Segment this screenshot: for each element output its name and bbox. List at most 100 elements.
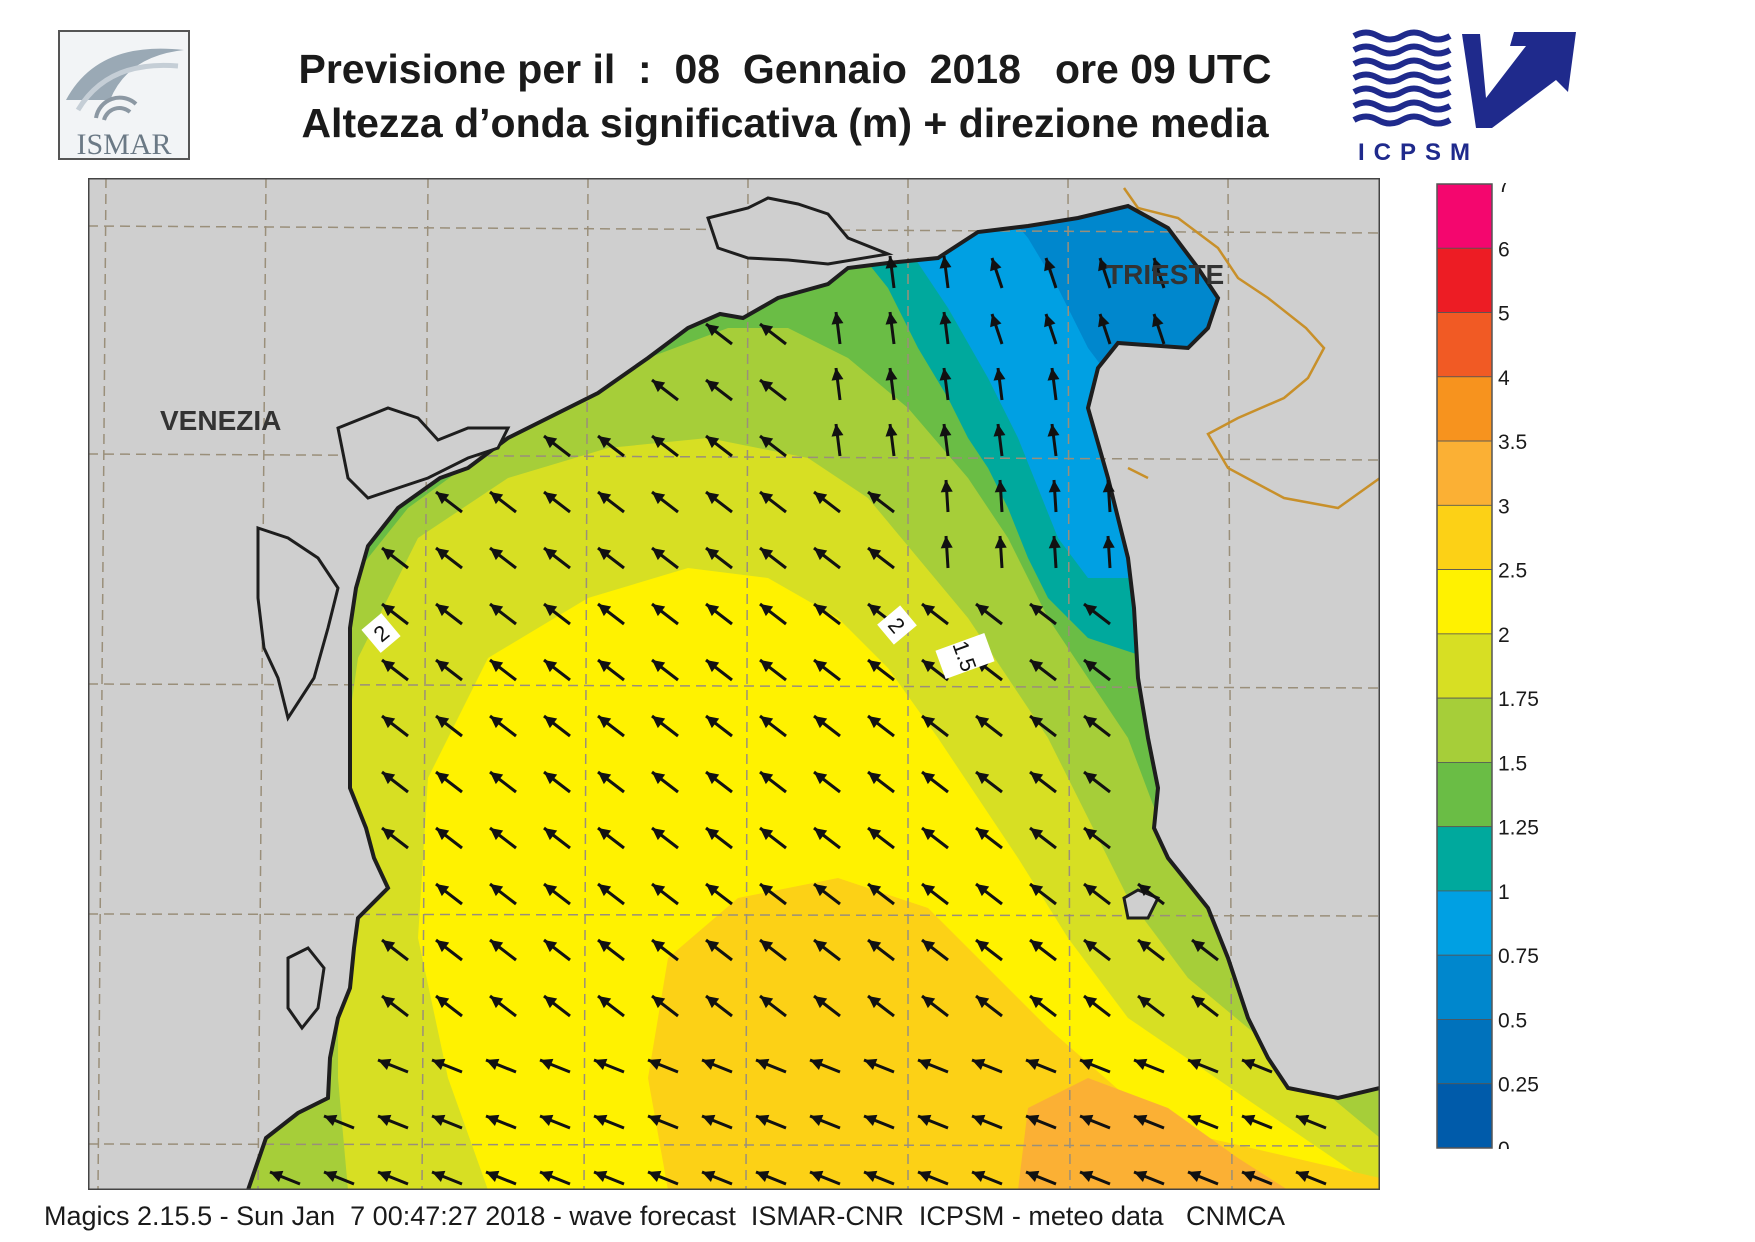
map-frame	[88, 178, 1380, 1190]
direction-arrow	[489, 658, 517, 682]
direction-arrow	[921, 658, 949, 682]
direction-arrow	[921, 770, 949, 794]
direction-arrow	[975, 714, 1003, 738]
legend-swatch	[1436, 890, 1493, 956]
direction-arrow	[975, 994, 1003, 1018]
direction-arrow	[381, 658, 409, 682]
direction-arrow	[885, 367, 898, 401]
direction-arrow	[1083, 882, 1111, 906]
direction-arrow	[867, 770, 895, 794]
direction-arrow	[921, 602, 949, 626]
direction-arrow	[1133, 1058, 1165, 1074]
direction-arrow	[759, 714, 787, 738]
direction-arrow	[543, 434, 571, 458]
direction-arrow	[705, 658, 733, 682]
icpsm-logo-text: ICPSM	[1358, 139, 1479, 166]
direction-arrow	[813, 602, 841, 626]
ismar-logo-text: ISMAR	[76, 128, 171, 160]
direction-arrow	[939, 367, 952, 401]
direction-arrow	[813, 938, 841, 962]
direction-arrow	[435, 714, 463, 738]
footer-credits: Magics 2.15.5 - Sun Jan 7 00:47:27 2018 …	[44, 1201, 1286, 1231]
direction-arrow	[1079, 1058, 1111, 1074]
direction-arrow	[1137, 938, 1165, 962]
direction-arrow	[1029, 658, 1057, 682]
direction-arrow	[921, 994, 949, 1018]
legend-swatch	[1436, 504, 1493, 571]
direction-arrow	[381, 826, 409, 850]
direction-arrow	[921, 714, 949, 738]
direction-arrow	[1044, 313, 1058, 345]
direction-arrow	[1241, 1114, 1273, 1130]
icpsm-logo: ICPSM	[1352, 29, 1576, 166]
direction-arrow	[651, 658, 679, 682]
direction-arrow	[1083, 658, 1111, 682]
direction-arrow	[975, 602, 1003, 626]
direction-arrow	[1047, 423, 1060, 457]
contour-label-2-west: 2	[361, 613, 401, 653]
direction-arrow	[1137, 994, 1165, 1018]
direction-arrow	[651, 378, 679, 402]
direction-arrow	[597, 602, 625, 626]
direction-arrow	[651, 938, 679, 962]
direction-arrow	[1098, 257, 1112, 289]
direction-arrow	[1137, 882, 1165, 906]
direction-arrow	[759, 938, 787, 962]
direction-arrow	[994, 479, 1007, 513]
direction-arrow	[1187, 1170, 1219, 1186]
direction-arrow	[543, 714, 571, 738]
direction-arrow	[1083, 714, 1111, 738]
direction-arrow	[705, 826, 733, 850]
legend-label: 1.5	[1498, 752, 1527, 775]
direction-arrow	[1079, 1114, 1111, 1130]
direction-arrow	[597, 882, 625, 906]
direction-arrow	[651, 490, 679, 514]
legend-label: 2	[1498, 624, 1510, 647]
direction-arrow	[489, 826, 517, 850]
direction-arrow	[867, 546, 895, 570]
legend-label: 5	[1498, 303, 1510, 326]
direction-arrow	[1191, 938, 1219, 962]
direction-arrow	[543, 602, 571, 626]
direction-arrow	[975, 938, 1003, 962]
direction-arrow	[705, 322, 733, 346]
grado-lagoon	[706, 196, 894, 266]
direction-arrow	[1102, 479, 1115, 513]
direction-arrow	[543, 658, 571, 682]
direction-arrow	[1025, 1170, 1057, 1186]
direction-arrow	[597, 658, 625, 682]
direction-arrow	[813, 490, 841, 514]
direction-arrow	[705, 434, 733, 458]
legend-label: 0.5	[1498, 1009, 1527, 1032]
direction-arrow	[1025, 1058, 1057, 1074]
direction-arrow	[831, 423, 844, 457]
direction-arrow	[759, 602, 787, 626]
direction-arrow	[1295, 1170, 1327, 1186]
direction-arrow	[597, 434, 625, 458]
direction-arrow	[1187, 1058, 1219, 1074]
direction-arrow	[489, 770, 517, 794]
direction-arrow	[1102, 535, 1115, 569]
direction-arrow	[597, 546, 625, 570]
direction-arrow	[1241, 1170, 1273, 1186]
direction-arrow	[813, 546, 841, 570]
direction-arrow	[705, 490, 733, 514]
ismar-logo: ISMAR	[58, 30, 190, 160]
legend-swatch	[1436, 247, 1493, 313]
direction-arrow	[867, 714, 895, 738]
direction-arrow	[705, 546, 733, 570]
direction-arrow	[867, 826, 895, 850]
direction-arrow	[323, 1114, 355, 1130]
direction-arrow	[1083, 994, 1111, 1018]
direction-arrow	[651, 770, 679, 794]
direction-arrow	[597, 714, 625, 738]
direction-arrow	[813, 826, 841, 850]
legend-swatch	[1436, 1083, 1493, 1149]
po-delta-island	[286, 946, 326, 1031]
direction-arrow	[651, 826, 679, 850]
direction-arrow	[651, 546, 679, 570]
direction-arrow	[1029, 882, 1057, 906]
legend-label: 3	[1498, 495, 1510, 518]
direction-arrow	[813, 882, 841, 906]
direction-arrow	[993, 423, 1006, 457]
